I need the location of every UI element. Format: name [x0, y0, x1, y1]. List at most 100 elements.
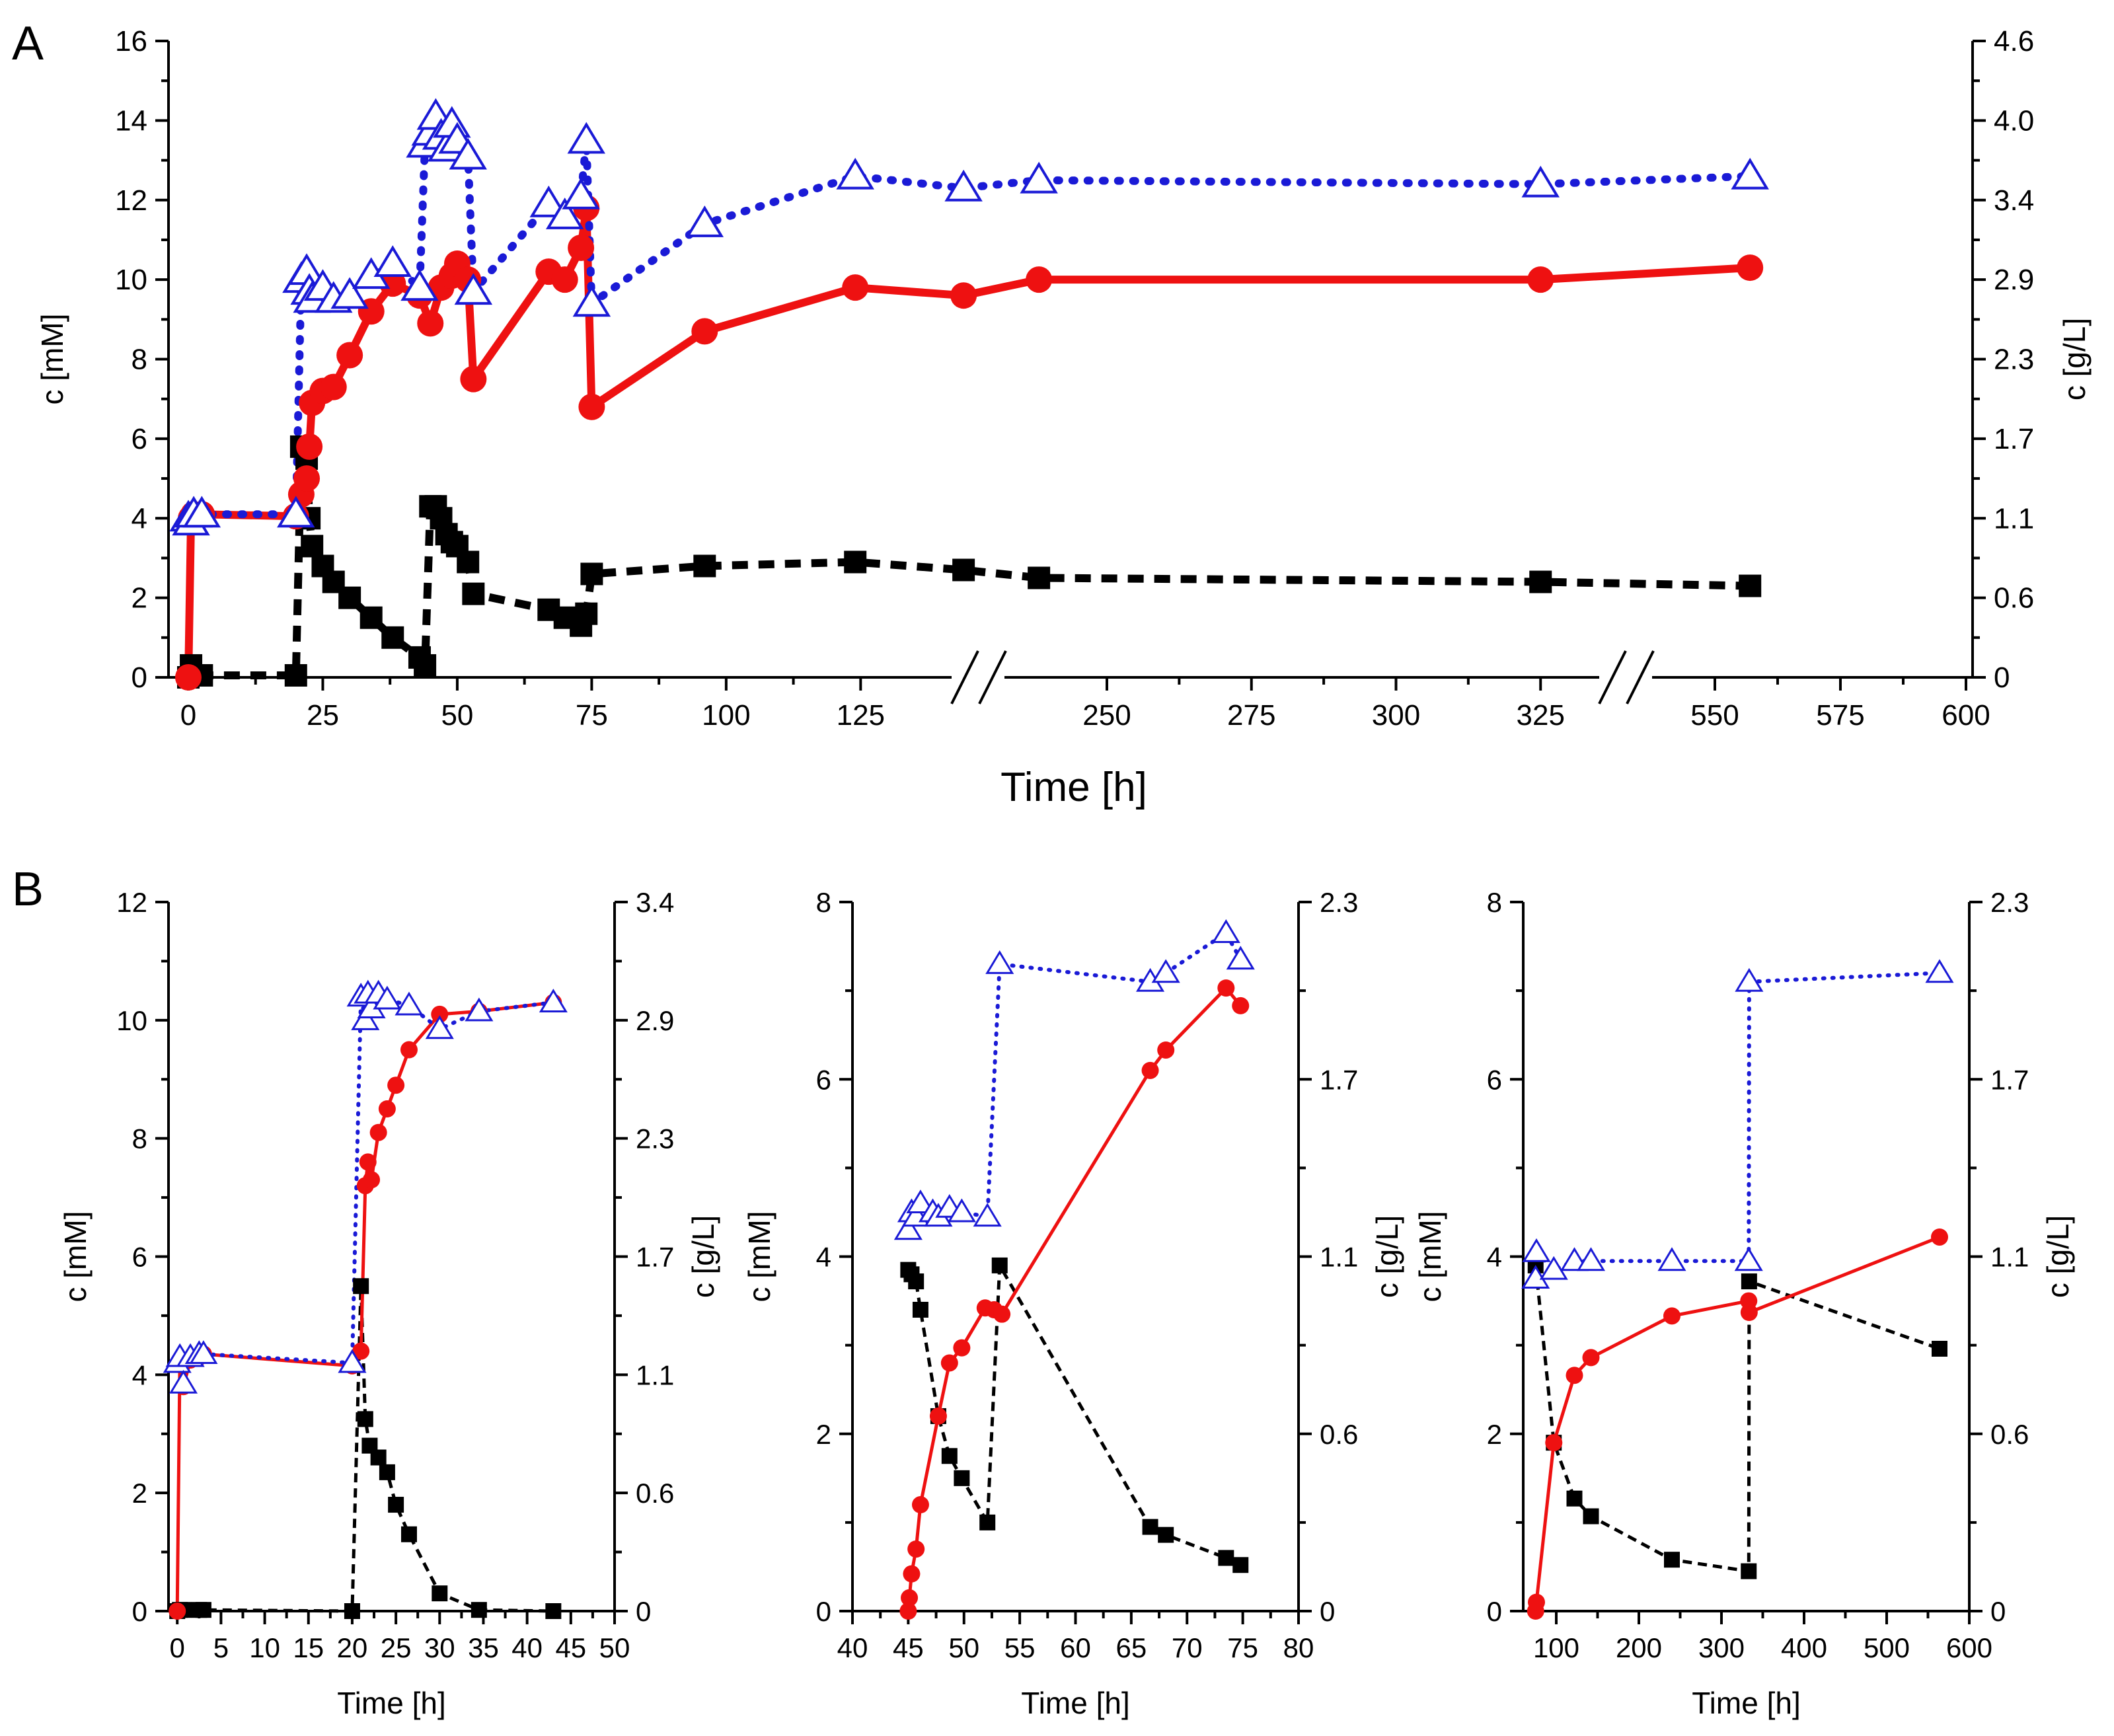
data-point-triangle [454, 273, 493, 305]
x-tick-label: 275 [1227, 699, 1275, 732]
x-tick-label: 600 [1946, 1632, 1992, 1663]
data-point-triangle [1020, 161, 1058, 194]
y-tick-label: 2 [1487, 1419, 1502, 1450]
data-point-square [1932, 1340, 1947, 1357]
x-tick-label: 500 [1864, 1632, 1910, 1663]
data-point-triangle [685, 205, 724, 237]
y2-tick-label: 0.6 [636, 1478, 674, 1509]
x-tick-label: 50 [441, 699, 473, 732]
data-point-triangle [338, 1349, 367, 1373]
data-point-square [1232, 1557, 1249, 1573]
data-point-square [979, 1514, 996, 1530]
data-point-circle [1141, 1061, 1159, 1079]
data-point-circle [551, 266, 578, 293]
y-tick-label: 4 [816, 1242, 831, 1273]
data-point-circle [899, 1603, 917, 1620]
data-point-circle [378, 1100, 396, 1117]
data-point-triangle [1731, 157, 1769, 190]
data-point-square [1741, 1273, 1757, 1290]
data-point-circle [359, 1153, 377, 1171]
data-point-square [693, 554, 716, 578]
y-tick-label: 0 [1487, 1596, 1502, 1627]
data-point-square [379, 1464, 395, 1480]
data-point-square [1566, 1490, 1583, 1507]
x-tick-label: 40 [837, 1632, 868, 1663]
y2-tick-label: 0 [1994, 661, 2010, 694]
data-point-square [575, 602, 598, 625]
y2-tick-label: 2.3 [636, 1123, 674, 1154]
data-point-circle [1545, 1434, 1563, 1452]
data-point-circle [417, 310, 444, 337]
y-tick-label: 10 [116, 1005, 147, 1036]
data-point-square [338, 586, 361, 609]
axis-break-mark [950, 650, 979, 704]
data-point-triangle [373, 985, 402, 1010]
data-point-circle [320, 373, 347, 400]
y2-tick-label: 0 [1320, 1596, 1335, 1627]
y2-tick-label: 1.7 [1320, 1064, 1358, 1095]
data-point-triangle [893, 1216, 923, 1240]
data-point-triangle [1226, 946, 1255, 970]
data-point-triangle [985, 950, 1014, 974]
data-point-square [353, 1278, 369, 1295]
data-point-circle [911, 1496, 929, 1514]
x-tick-label: 80 [1283, 1632, 1314, 1663]
data-point-square [388, 1497, 404, 1513]
data-point-circle [842, 274, 869, 301]
data-point-square [580, 562, 603, 585]
data-point-square [1664, 1552, 1680, 1568]
data-point-circle [293, 465, 321, 492]
y-axis-title-left: c [mM] [742, 1211, 776, 1302]
data-point-triangle [189, 1340, 218, 1365]
x-axis-title: Time [h] [1000, 765, 1147, 810]
x-tick-label: 325 [1517, 699, 1565, 732]
x-tick-label: 575 [1816, 699, 1864, 732]
x-tick-label: 50 [948, 1632, 979, 1663]
x-tick-label: 100 [702, 699, 750, 732]
x-tick-label: 550 [1690, 699, 1739, 732]
x-tick-label: 0 [170, 1632, 185, 1663]
y-axis-title-right: c [g/L] [2057, 318, 2092, 400]
data-point-circle [1157, 1041, 1175, 1059]
data-point-circle [1527, 266, 1554, 293]
x-axis-title: Time [h] [337, 1686, 445, 1720]
x-tick-label: 50 [599, 1632, 630, 1663]
x-tick-label: 400 [1781, 1632, 1827, 1663]
data-point-triangle [944, 169, 983, 202]
x-tick-label: 75 [1227, 1632, 1258, 1663]
data-point-circle [901, 1589, 919, 1606]
data-point-square [908, 1273, 925, 1290]
y2-tick-label: 1.7 [1990, 1064, 2029, 1095]
y-tick-label: 12 [115, 184, 147, 217]
axis-break-mark [978, 650, 1007, 704]
x-tick-label: 300 [1372, 699, 1420, 732]
x-tick-label: 10 [249, 1632, 280, 1663]
axis-break-mark [1626, 650, 1655, 704]
x-tick-label: 300 [1698, 1632, 1745, 1663]
data-point-circle [379, 270, 406, 297]
data-point-square [1158, 1527, 1174, 1543]
x-tick-label: 65 [1116, 1632, 1147, 1663]
y-axis-title-right: c [g/L] [1370, 1215, 1404, 1298]
x-tick-label: 70 [1172, 1632, 1203, 1663]
axis-break-mark [1598, 650, 1627, 704]
y2-tick-label: 2.3 [1994, 344, 2034, 376]
data-point-circle [578, 393, 605, 420]
data-point-square [301, 535, 324, 558]
data-point-triangle [182, 496, 221, 528]
data-point-circle [296, 433, 323, 460]
data-point-square [941, 1448, 958, 1464]
y-tick-label: 4 [132, 502, 147, 535]
y-axis-title-left: c [mM] [58, 1211, 93, 1302]
data-point-triangle [1211, 919, 1240, 943]
data-point-square [195, 1602, 211, 1618]
panel-a-label: A [12, 17, 44, 70]
data-point-square [357, 1411, 373, 1427]
data-point-circle [1931, 1228, 1948, 1246]
y-tick-label: 4 [1487, 1242, 1502, 1273]
y-tick-label: 6 [132, 423, 147, 455]
data-point-circle [568, 234, 595, 261]
